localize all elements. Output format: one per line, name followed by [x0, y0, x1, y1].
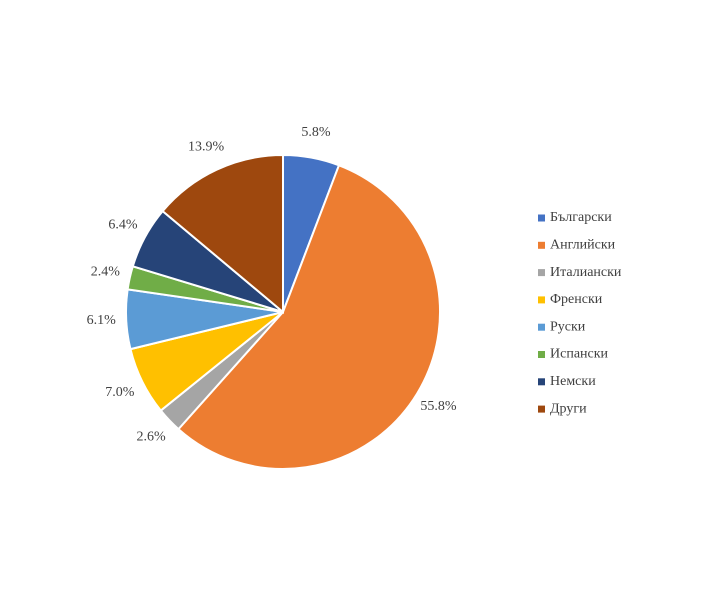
data-label: 2.4% — [91, 265, 121, 280]
legend-label: Български — [550, 210, 612, 225]
data-label: 5.8% — [301, 125, 331, 140]
data-label: 13.9% — [188, 139, 225, 154]
legend-swatch — [538, 323, 545, 331]
legend-swatch — [538, 296, 545, 304]
legend-label: Други — [550, 401, 587, 416]
legend-swatch — [538, 214, 545, 222]
data-label: 6.4% — [108, 218, 138, 233]
legend-swatch — [538, 241, 545, 249]
data-label: 55.8% — [420, 399, 457, 414]
legend-label: Италиански — [550, 265, 622, 280]
legend-swatch — [538, 351, 545, 358]
legend-swatch — [538, 405, 545, 413]
legend-label: Испански — [550, 347, 609, 362]
pie-slice — [177, 164, 441, 470]
legend-label: Английски — [550, 238, 616, 253]
data-label: 2.6% — [137, 430, 167, 445]
data-label: 6.1% — [87, 313, 117, 328]
legend-label: Френски — [550, 292, 603, 307]
legend-label: Руски — [550, 319, 586, 334]
data-label: 7.0% — [105, 385, 135, 400]
legend-label: Немски — [550, 374, 596, 389]
legend-swatch — [538, 269, 545, 277]
legend-swatch — [538, 378, 545, 386]
pie-slice — [161, 153, 284, 315]
